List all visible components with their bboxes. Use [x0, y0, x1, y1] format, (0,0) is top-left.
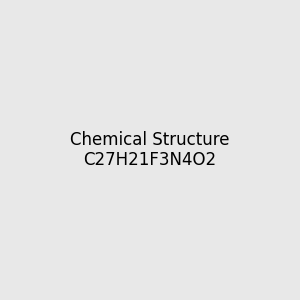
Text: Chemical Structure
C27H21F3N4O2: Chemical Structure C27H21F3N4O2	[70, 130, 230, 170]
